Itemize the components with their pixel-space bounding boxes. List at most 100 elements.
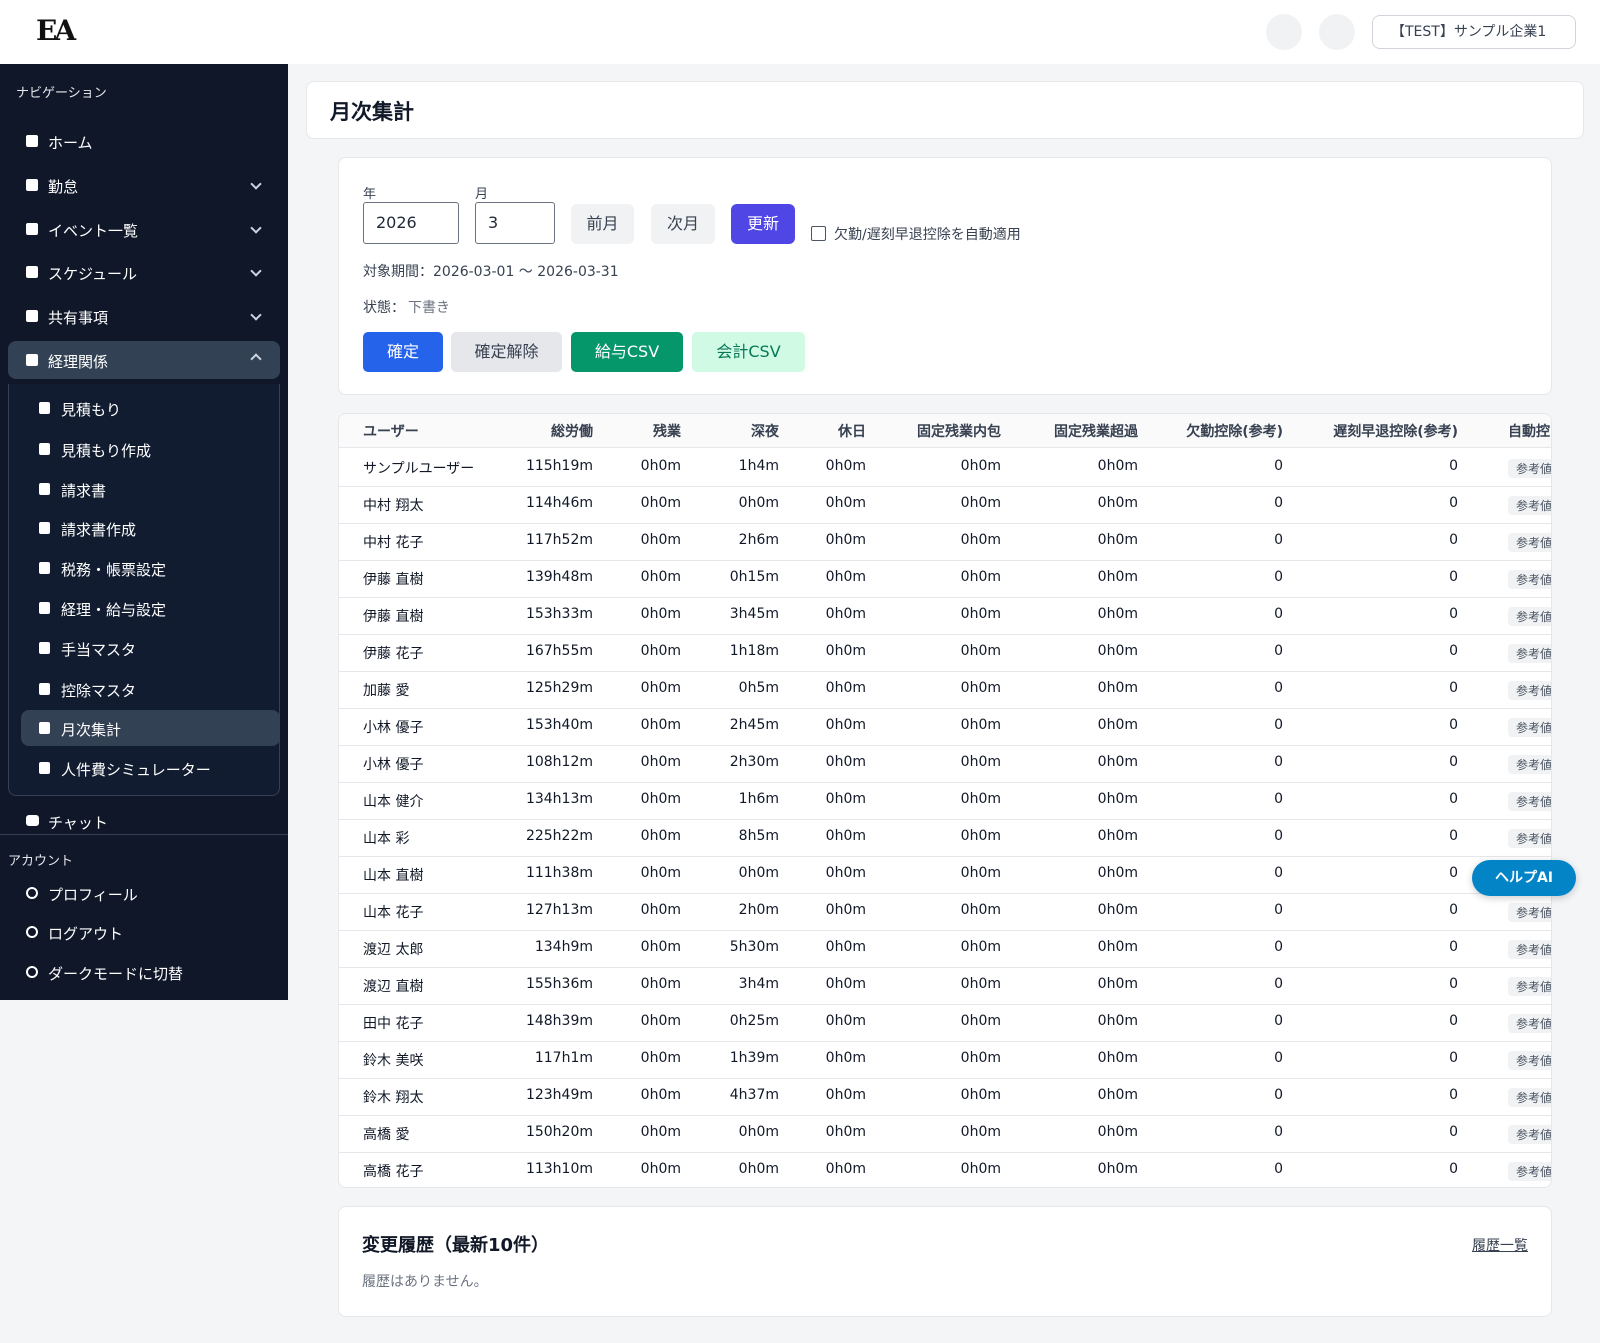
row-divider [339,782,1551,783]
table-cell: 5h30m [729,939,779,955]
table-card: ユーザー 総労働 残業 深夜 休日 固定残業内包 固定残業超過 欠勤控除(参考) 遅刻早退控除(… [338,413,1552,1188]
sub-nav-item[interactable]: 控除マスタ [21,671,280,707]
table-cell: 0h0m [640,976,681,992]
column-header: 総労働 [551,424,593,440]
table-cell: 117h52m [525,532,593,548]
table-cell: 高橋 愛 [363,1127,410,1143]
nav-item[interactable]: ホーム [8,122,280,160]
table-cell: 0 [1274,865,1283,881]
nav-item[interactable]: チャット [8,802,280,840]
action-button[interactable]: 確定解除 [451,332,562,372]
help-button[interactable]: ヘルプAI [1472,860,1576,896]
action-button[interactable]: 給与CSV [571,332,683,372]
sub-nav-item[interactable]: 人件費シミュレーター [21,750,280,786]
table-cell: 0h5m [738,680,779,696]
year-input[interactable]: 2026 [363,202,459,244]
table-cell: 0h0m [640,828,681,844]
table-cell: 0 [1274,1161,1283,1177]
nav-button[interactable]: 次月 [651,204,715,244]
table-cell: 150h20m [525,1124,593,1140]
table-cell: 0h0m [1097,569,1138,585]
nav-item[interactable]: 経理関係 [8,341,280,379]
status-label: 状態： [363,300,405,316]
sub-nav-item[interactable]: 税務・帳票設定 [21,550,280,586]
column-header: 残業 [653,424,681,440]
month-label: 月 [475,187,489,202]
table-cell: 0h0m [825,495,866,511]
table-cell: 0h0m [1097,643,1138,659]
nav-label: スケジュール [48,265,137,283]
badge: 参考値 [1508,718,1551,737]
table-cell: 0 [1274,939,1283,955]
table-cell: 155h36m [525,976,593,992]
chevron [250,178,262,190]
table-cell: 伊藤 直樹 [363,609,424,625]
account-item[interactable]: ログアウト [8,913,280,951]
table-cell: 0h0m [640,1087,681,1103]
month-input[interactable]: 3 [475,202,555,244]
history-link[interactable]: 履歴一覧 [1472,1238,1528,1254]
sub-nav-item[interactable]: 見積もり作成 [21,431,280,467]
nav-button[interactable]: 前月 [571,204,634,244]
checkbox[interactable] [811,226,826,241]
history-card: 変更履歴（最新10件） 履歴一覧 履歴はありません。 [338,1206,1552,1317]
sub-nav-item[interactable]: 月次集計 [21,710,280,746]
table-cell: 0h0m [1097,495,1138,511]
badge: 参考値 [1508,1088,1551,1107]
nav-item[interactable]: 共有事項 [8,297,280,335]
sub-nav-item[interactable]: 経理・給与設定 [21,590,280,626]
badge: 参考値 [1508,1051,1551,1070]
action-button[interactable]: 会計CSV [692,332,805,372]
table-cell: 123h49m [525,1087,593,1103]
table-cell: 0 [1274,1050,1283,1066]
bell-button[interactable] [1266,14,1302,50]
table-cell: 2h30m [729,754,779,770]
nav-icon [39,562,50,574]
account-item[interactable]: プロフィール [8,874,280,912]
table-cell: 0h0m [1097,1050,1138,1066]
column-header: 深夜 [751,424,779,440]
theme-button[interactable] [1319,14,1355,50]
table-cell: 0h0m [640,643,681,659]
nav-label: 月次集計 [61,721,122,739]
action-button[interactable]: 確定 [363,332,443,372]
nav-item[interactable]: イベント一覧 [8,210,280,248]
table-cell: 0h0m [640,680,681,696]
table-cell: 0h0m [960,1087,1001,1103]
company-select[interactable]: 【TEST】サンプル企業1 [1372,15,1576,49]
account-item[interactable]: ダークモードに切替 [8,953,280,991]
table-cell: 0h0m [960,976,1001,992]
table-cell: 0 [1449,717,1458,733]
top-bar: EA 【TEST】サンプル企業1 [0,0,1600,64]
sub-nav-item[interactable]: 手当マスタ [21,630,280,666]
table-cell: 153h40m [525,717,593,733]
column-header: ユーザー [363,424,419,440]
row-divider [339,708,1551,709]
table-cell: 0h0m [960,680,1001,696]
table-cell: 0 [1274,976,1283,992]
table-cell: 0 [1274,902,1283,918]
table-cell: 0h0m [825,606,866,622]
table-cell: 0h0m [960,458,1001,474]
table-cell: 0 [1449,458,1458,474]
nav-label: 経理・給与設定 [61,601,167,619]
table-cell: 0 [1274,1087,1283,1103]
table-cell: 0 [1274,791,1283,807]
badge: 参考値 [1508,792,1551,811]
table-cell: 153h33m [525,606,593,622]
table-cell: 小林 優子 [363,720,424,736]
nav-item[interactable]: 勤怠 [8,166,280,204]
sub-nav-item[interactable]: 請求書作成 [21,510,280,546]
table-cell: 0h0m [825,865,866,881]
row-divider [339,634,1551,635]
nav-label: 見積もり作成 [61,442,152,460]
row-divider [339,893,1551,894]
sub-nav-item[interactable]: 見積もり [21,390,280,426]
table-cell: 4h37m [729,1087,779,1103]
nav-label: イベント一覧 [48,222,139,240]
table-cell: 0 [1274,495,1283,511]
nav-label: 人件費シミュレーター [61,761,211,779]
nav-item[interactable]: スケジュール [8,253,280,291]
sub-nav-item[interactable]: 請求書 [21,471,280,507]
nav-button[interactable]: 更新 [731,204,795,244]
